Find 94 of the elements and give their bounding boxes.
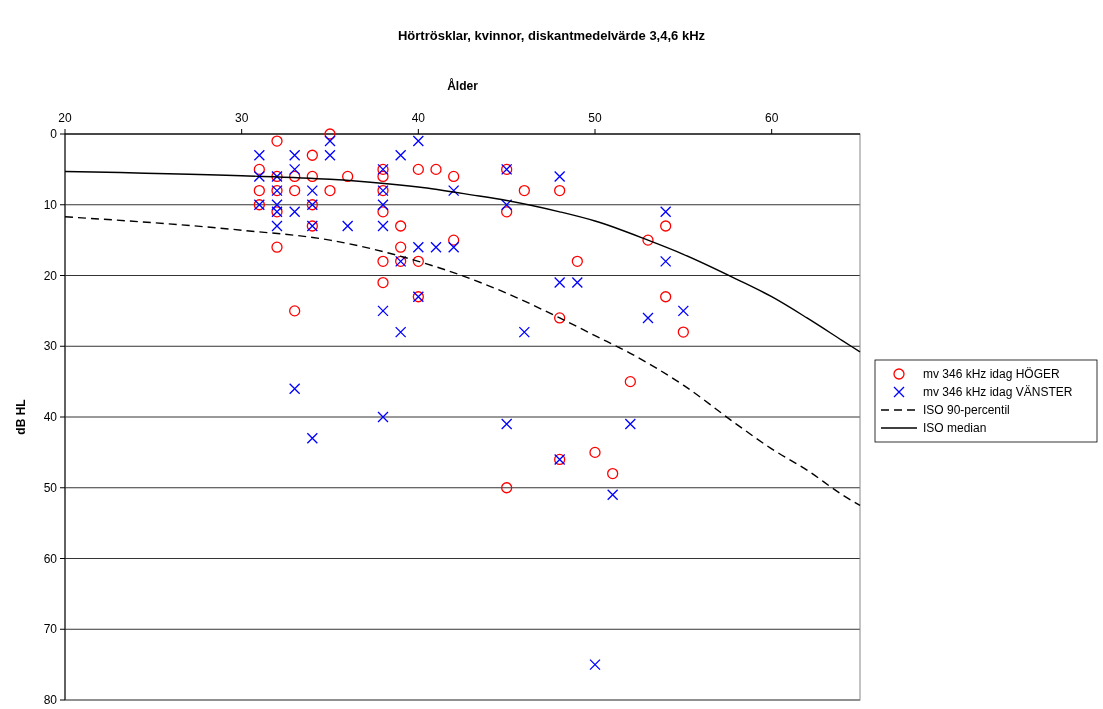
point xyxy=(395,149,407,161)
point xyxy=(518,184,530,197)
point xyxy=(377,411,389,423)
point xyxy=(412,135,424,147)
y-tick-label: 10 xyxy=(43,197,58,212)
point xyxy=(377,305,389,317)
point xyxy=(501,418,513,430)
point xyxy=(589,446,601,459)
y-tick-label: 0 xyxy=(50,127,58,142)
y-tick-label: 20 xyxy=(43,268,58,283)
point xyxy=(377,170,389,183)
point xyxy=(395,326,407,338)
point xyxy=(624,375,636,388)
point xyxy=(271,220,283,232)
legend-label: mv 346 kHz idag HÖGER xyxy=(923,367,1061,382)
point xyxy=(253,184,265,197)
point xyxy=(660,291,672,303)
legend-label: ISO median xyxy=(923,421,987,436)
legend-label: ISO 90-percentil xyxy=(923,403,1010,418)
x-tick-label: 30 xyxy=(234,111,249,125)
point xyxy=(677,326,689,338)
point xyxy=(306,149,318,161)
point xyxy=(253,170,265,183)
point xyxy=(289,149,301,161)
point xyxy=(660,206,672,218)
point xyxy=(289,383,301,395)
point xyxy=(448,234,460,246)
point xyxy=(554,170,566,183)
y-tick-label: 40 xyxy=(43,410,58,425)
point xyxy=(660,220,672,232)
point xyxy=(324,135,336,147)
point xyxy=(607,467,619,480)
point xyxy=(289,206,301,218)
y-axis-title: dB HL xyxy=(14,399,28,435)
y-tick-label: 30 xyxy=(43,339,58,354)
point xyxy=(271,241,283,253)
point xyxy=(289,163,301,176)
y-tick-label: 70 xyxy=(43,622,58,637)
point xyxy=(642,312,654,324)
point xyxy=(377,276,389,289)
point xyxy=(377,220,389,232)
point xyxy=(448,184,460,197)
x-tick-label: 20 xyxy=(58,111,72,125)
point xyxy=(377,255,389,267)
point xyxy=(642,234,654,246)
y-tick-label: 80 xyxy=(43,693,58,708)
x-tick-label: 40 xyxy=(411,111,426,125)
point xyxy=(289,184,301,197)
point xyxy=(271,199,283,211)
point xyxy=(554,184,566,197)
point xyxy=(660,255,672,267)
y-tick-label: 50 xyxy=(43,480,58,495)
point xyxy=(571,276,583,289)
point xyxy=(501,482,513,494)
point xyxy=(306,432,318,444)
point xyxy=(412,241,424,253)
point xyxy=(377,206,389,218)
point xyxy=(342,220,354,232)
point xyxy=(412,163,424,176)
point xyxy=(253,149,265,161)
point xyxy=(607,489,619,501)
point xyxy=(395,241,407,253)
point xyxy=(342,170,354,183)
point xyxy=(554,276,566,289)
legend-label: mv 346 kHz idag VÄNSTER xyxy=(923,385,1073,400)
chart-title: Hörtrösklar, kvinnor, diskantmedelvärde 3,4,6 kHz xyxy=(397,28,706,43)
x-tick-label: 60 xyxy=(764,111,779,125)
point xyxy=(571,255,583,267)
point xyxy=(430,241,442,253)
x-tick-label: 50 xyxy=(588,111,602,125)
point xyxy=(589,658,601,671)
point xyxy=(253,163,265,176)
point xyxy=(324,184,336,197)
point xyxy=(448,170,460,183)
point xyxy=(501,199,513,211)
point xyxy=(395,220,407,232)
point xyxy=(324,128,336,140)
point xyxy=(430,163,442,176)
point xyxy=(624,418,636,430)
point xyxy=(324,149,336,161)
point xyxy=(271,135,283,147)
point xyxy=(518,326,530,338)
point xyxy=(677,305,689,317)
point xyxy=(501,206,513,218)
point xyxy=(412,255,424,267)
x-axis-title: Ålder xyxy=(447,78,479,93)
y-tick-label: 60 xyxy=(43,551,58,566)
point xyxy=(306,170,318,183)
point xyxy=(289,305,301,317)
point xyxy=(554,312,566,324)
point xyxy=(448,241,460,253)
point xyxy=(306,184,318,197)
point xyxy=(377,199,389,211)
point xyxy=(289,170,301,183)
